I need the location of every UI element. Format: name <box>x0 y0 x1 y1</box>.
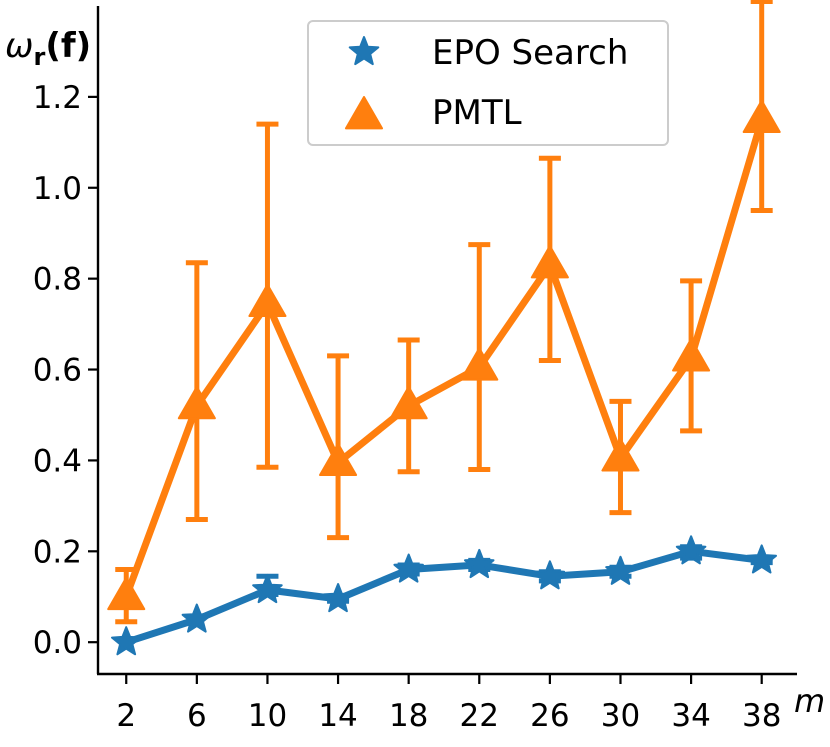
data-point <box>605 555 636 585</box>
legend-label: EPO Search <box>432 33 628 73</box>
data-point <box>107 576 146 611</box>
series-line <box>122 116 766 601</box>
series-pmtl <box>107 0 781 625</box>
legend-marker <box>348 36 380 66</box>
data-point <box>322 583 354 613</box>
series-line <box>122 547 766 646</box>
data-point <box>319 442 358 477</box>
data-point <box>248 283 287 317</box>
y-tick-label: 1.0 <box>33 171 82 207</box>
y-axis-label-arg: (f) <box>45 26 91 66</box>
data-point <box>742 99 781 133</box>
y-tick-label: 0.4 <box>33 443 82 479</box>
y-tick-label: 1.2 <box>33 80 82 116</box>
x-tick-label: 26 <box>530 698 569 734</box>
legend: EPO Search PMTL <box>307 20 669 146</box>
data-point <box>675 535 707 565</box>
x-tick-label: 10 <box>248 698 287 734</box>
y-tick-label: 0.8 <box>33 262 82 298</box>
data-point <box>601 438 640 472</box>
y-axis-label-main: ω <box>5 26 33 66</box>
x-tick-label: 38 <box>742 698 781 734</box>
series-layer <box>107 0 781 656</box>
series-epo-search <box>111 535 777 656</box>
y-axis-label: ωr(f) <box>5 26 91 71</box>
data-point <box>389 385 428 420</box>
data-point <box>464 548 495 579</box>
data-point <box>181 603 213 633</box>
legend-marker <box>344 96 384 130</box>
data-point <box>460 347 499 381</box>
y-tick-label: 0.2 <box>33 534 82 570</box>
x-tick-label: 22 <box>460 698 499 734</box>
x-tick-label: 18 <box>389 698 428 734</box>
x-tick-label: 2 <box>116 698 136 734</box>
x-ticks: 2 6 10 14 18 22 26 30 34 38 <box>116 674 781 734</box>
x-axis-label: m <box>794 682 825 720</box>
y-ticks: 0.0 0.2 0.4 0.6 0.8 1.0 1.2 <box>33 80 98 661</box>
y-tick-label: 0.0 <box>33 625 82 661</box>
data-point <box>672 338 711 372</box>
data-point <box>177 385 216 420</box>
data-point <box>252 573 283 604</box>
data-point <box>534 560 566 590</box>
legend-box <box>307 20 669 146</box>
x-tick-label: 34 <box>671 698 710 734</box>
x-tick-label: 14 <box>318 698 357 734</box>
x-tick-label: 30 <box>601 698 640 734</box>
y-tick-label: 0.6 <box>33 353 82 389</box>
data-point <box>530 245 569 279</box>
legend-label: PMTL <box>432 93 522 133</box>
data-point <box>746 544 777 574</box>
data-point <box>393 553 424 583</box>
x-tick-label: 6 <box>187 698 207 734</box>
data-point <box>111 626 142 656</box>
y-axis-label-sub: r <box>33 43 45 71</box>
